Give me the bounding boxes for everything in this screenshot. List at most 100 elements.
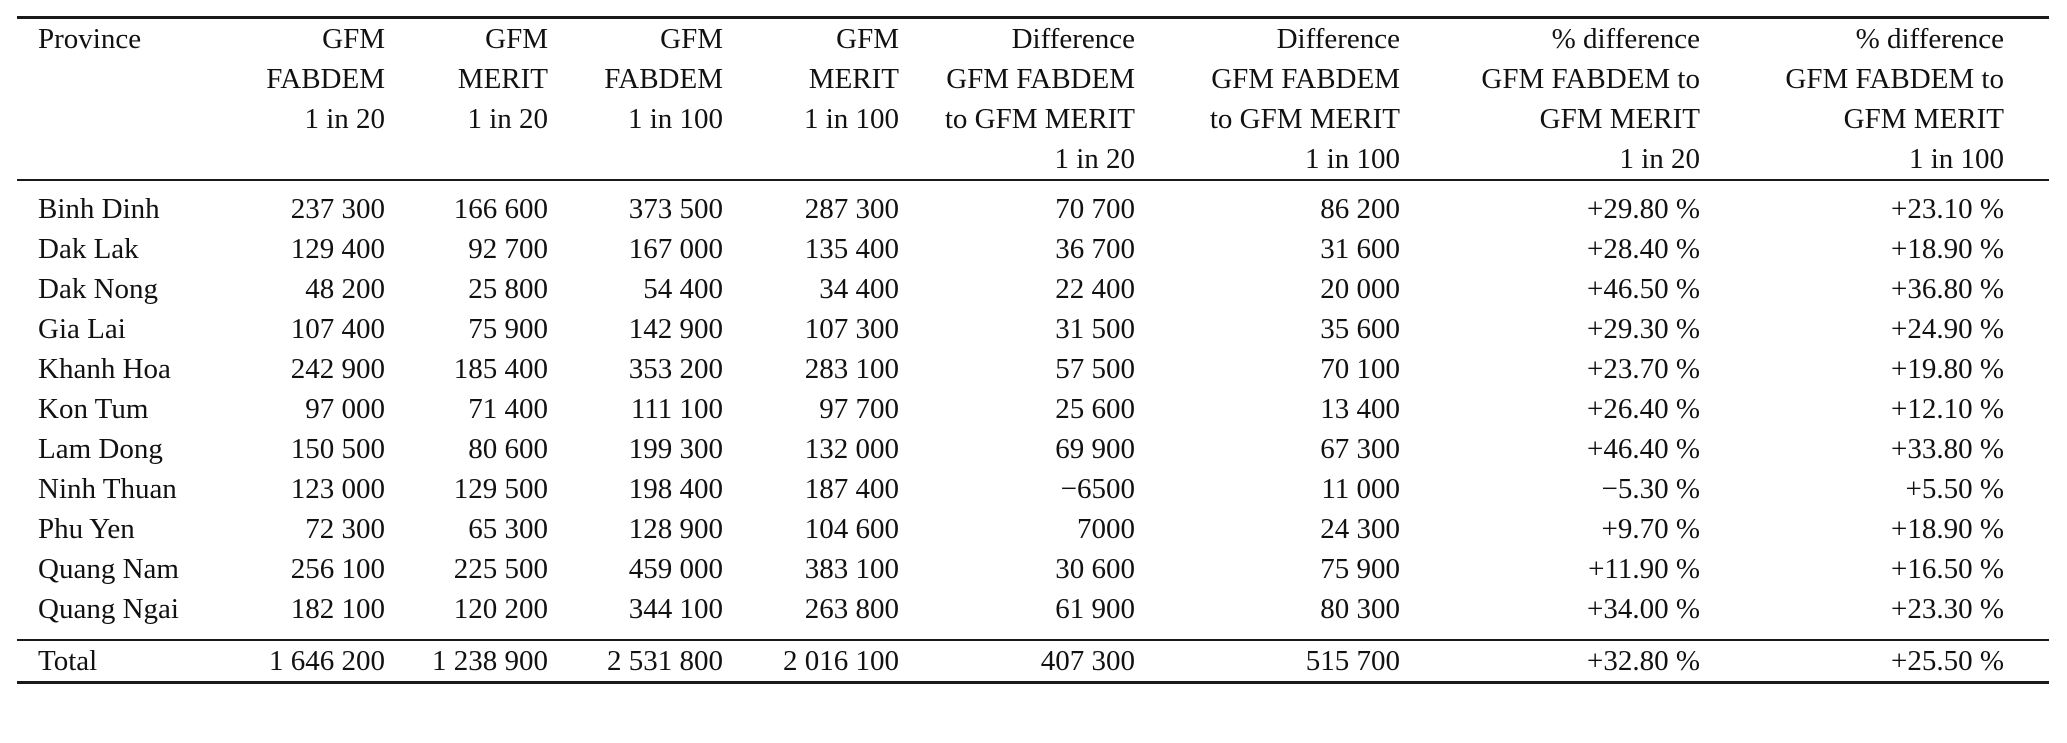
value-cell-percent-difference-1in20: +34.00 % (1586, 593, 1700, 625)
flood-extent-comparison-table: Province GFM FABDEM 1 in 20 GFM MERIT 1 in 20 G… (17, 16, 2049, 684)
value-cell-gfm-fabdem-1in100: 142 900 (628, 313, 723, 345)
table-footer: Total 1 646 200 1 238 900 2 531 800 2 016 10… (17, 639, 2049, 683)
value-cell-percent-difference-1in20: +11.90 % (1588, 553, 1700, 585)
value-cell-gfm-merit-1in100: 383 100 (804, 553, 899, 585)
value-cell-gfm-merit-1in20: 75 900 (468, 313, 548, 345)
header-line: GFM MERIT (1843, 103, 2004, 135)
table-row: Phu Yen 72 300 65 300 128 900 104 600 7000 24 … (17, 509, 2049, 549)
table-header: Province GFM FABDEM 1 in 20 GFM MERIT 1 in 20 G… (17, 17, 2049, 181)
total-value-cell-percent-difference-1in100: +25.50 % (1700, 639, 2049, 683)
value-cell-gfm-fabdem-1in20: 237 300 (290, 193, 385, 225)
value-cell-gfm-merit-1in20: 129 500 (453, 473, 548, 505)
value-cell-difference-1in20: 25 600 (1055, 393, 1135, 425)
province-cell: Binh Dinh (38, 193, 160, 225)
total-value-cell-gfm-fabdem-1in100: 2 531 800 (548, 639, 723, 683)
province-cell: Ninh Thuan (38, 473, 177, 505)
value-cell-difference-1in20: 36 700 (1055, 233, 1135, 265)
value-cell-gfm-merit-1in100: 97 700 (819, 393, 899, 425)
province-cell: Quang Nam (38, 553, 179, 585)
value-cell-percent-difference-1in20: +28.40 % (1586, 233, 1700, 265)
value-cell-percent-difference-1in100: +16.50 % (1890, 553, 2004, 585)
value-cell-gfm-fabdem-1in20: 123 000 (290, 473, 385, 505)
table-row: Quang Ngai 182 100 120 200 344 100 263 800 61… (17, 589, 2049, 640)
header-line: Difference (1011, 23, 1135, 55)
province-cell: Khanh Hoa (38, 353, 171, 385)
value-cell-difference-1in100: 24 300 (1320, 513, 1400, 545)
value-cell-gfm-merit-1in20: 166 600 (453, 193, 548, 225)
value-cell-percent-difference-1in100: +5.50 % (1905, 473, 2004, 505)
value-cell-gfm-fabdem-1in100: 459 000 (628, 553, 723, 585)
column-header-province: Province (17, 17, 247, 181)
value-cell-percent-difference-1in100: +12.10 % (1890, 393, 2004, 425)
value-cell-difference-1in100: 11 000 (1321, 473, 1400, 505)
total-value-cell-gfm-merit-1in20: 1 238 900 (385, 639, 548, 683)
header-row: Province GFM FABDEM 1 in 20 GFM MERIT 1 in 20 G… (17, 17, 2049, 181)
header-line: GFM MERIT (1539, 103, 1700, 135)
value-cell-gfm-fabdem-1in100: 111 100 (630, 393, 723, 425)
value-cell-gfm-merit-1in20: 120 200 (453, 593, 548, 625)
value-cell-gfm-fabdem-1in20: 256 100 (290, 553, 385, 585)
province-cell: Gia Lai (38, 313, 126, 345)
header-line: GFM FABDEM (1211, 63, 1400, 95)
table-row: Binh Dinh 237 300 166 600 373 500 287 300 70 … (17, 180, 2049, 229)
value-cell-gfm-merit-1in20: 25 800 (468, 273, 548, 305)
value-cell-gfm-fabdem-1in20: 129 400 (290, 233, 385, 265)
value-cell-gfm-merit-1in100: 283 100 (804, 353, 899, 385)
header-line: GFM FABDEM (946, 63, 1135, 95)
value-cell-percent-difference-1in20: +46.50 % (1586, 273, 1700, 305)
header-line: GFM (322, 23, 385, 55)
header-line: GFM (660, 23, 723, 55)
value-cell-gfm-merit-1in100: 107 300 (804, 313, 899, 345)
value-cell-percent-difference-1in20: +29.30 % (1586, 313, 1700, 345)
header-line: GFM (485, 23, 548, 55)
value-cell-gfm-fabdem-1in20: 97 000 (305, 393, 385, 425)
value-cell-gfm-fabdem-1in20: 107 400 (290, 313, 385, 345)
value-cell-gfm-fabdem-1in100: 54 400 (643, 273, 723, 305)
header-line: Difference (1276, 23, 1400, 55)
value-cell-percent-difference-1in100: +18.90 % (1890, 233, 2004, 265)
province-cell: Phu Yen (38, 513, 135, 545)
value-cell-gfm-fabdem-1in20: 48 200 (305, 273, 385, 305)
value-cell-difference-1in100: 31 600 (1320, 233, 1400, 265)
header-line: FABDEM (604, 63, 723, 95)
header-line: GFM (836, 23, 899, 55)
table-row: Quang Nam 256 100 225 500 459 000 383 100 30 … (17, 549, 2049, 589)
value-cell-difference-1in20: 70 700 (1055, 193, 1135, 225)
value-cell-gfm-merit-1in100: 132 000 (804, 433, 899, 465)
header-line: 1 in 20 (1619, 143, 1700, 175)
column-header-gfm-merit-1in100: GFM MERIT 1 in 100 (723, 17, 899, 181)
total-value-cell-difference-1in20: 407 300 (899, 639, 1135, 683)
value-cell-gfm-merit-1in100: 263 800 (804, 593, 899, 625)
value-cell-percent-difference-1in100: +33.80 % (1890, 433, 2004, 465)
value-cell-gfm-fabdem-1in100: 198 400 (628, 473, 723, 505)
value-cell-difference-1in100: 86 200 (1320, 193, 1400, 225)
header-line: GFM FABDEM to (1785, 63, 2004, 95)
value-cell-difference-1in20: 61 900 (1055, 593, 1135, 625)
value-cell-gfm-fabdem-1in100: 373 500 (628, 193, 723, 225)
value-cell-gfm-merit-1in20: 65 300 (468, 513, 548, 545)
header-line: 1 in 20 (467, 103, 548, 135)
table-row: Khanh Hoa 242 900 185 400 353 200 283 100 57 … (17, 349, 2049, 389)
total-label-cell: Total (17, 639, 247, 683)
column-header-percent-difference-1in100: % difference GFM FABDEM to GFM MERIT 1 in 1… (1700, 17, 2049, 181)
value-cell-difference-1in100: 70 100 (1320, 353, 1400, 385)
header-line: 1 in 100 (1908, 143, 2004, 175)
value-cell-gfm-fabdem-1in100: 353 200 (628, 353, 723, 385)
value-cell-difference-1in20: 7000 (1077, 513, 1135, 545)
value-cell-gfm-fabdem-1in20: 150 500 (290, 433, 385, 465)
value-cell-gfm-fabdem-1in20: 72 300 (305, 513, 385, 545)
value-cell-difference-1in100: 13 400 (1320, 393, 1400, 425)
total-value-cell-difference-1in100: 515 700 (1135, 639, 1400, 683)
value-cell-gfm-merit-1in20: 225 500 (453, 553, 548, 585)
value-cell-percent-difference-1in100: +24.90 % (1890, 313, 2004, 345)
value-cell-percent-difference-1in20: +9.70 % (1601, 513, 1700, 545)
header-line: Province (38, 23, 142, 55)
value-cell-difference-1in100: 20 000 (1320, 273, 1400, 305)
header-line: GFM FABDEM to (1481, 63, 1700, 95)
table-row: Lam Dong 150 500 80 600 199 300 132 000 69 90… (17, 429, 2049, 469)
table-body: Binh Dinh 237 300 166 600 373 500 287 300 70 … (17, 180, 2049, 640)
header-line: % difference (1855, 23, 2004, 55)
value-cell-gfm-merit-1in100: 104 600 (804, 513, 899, 545)
value-cell-gfm-merit-1in100: 135 400 (804, 233, 899, 265)
column-header-gfm-merit-1in20: GFM MERIT 1 in 20 (385, 17, 548, 181)
